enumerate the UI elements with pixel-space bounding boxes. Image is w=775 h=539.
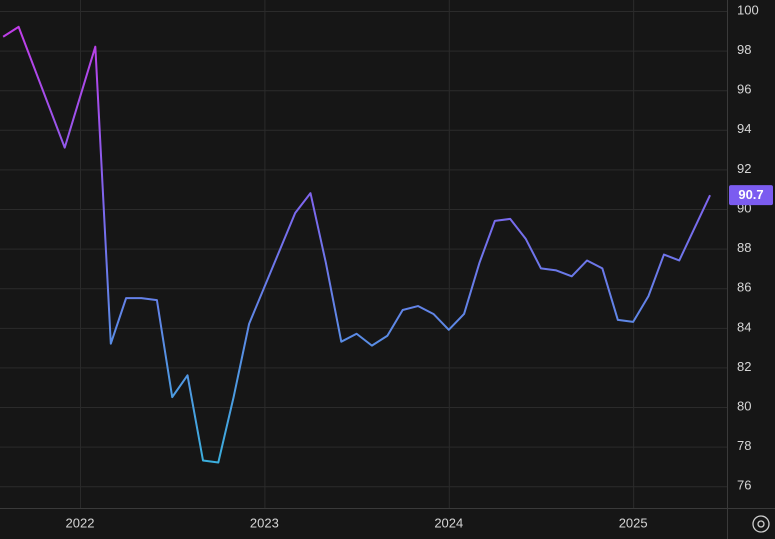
y-tick-label: 78	[737, 438, 751, 453]
y-tick-label: 98	[737, 42, 751, 57]
grid	[0, 0, 727, 508]
y-tick-label: 86	[737, 280, 751, 295]
settings-icon-core[interactable]	[757, 520, 765, 528]
y-tick-label: 96	[737, 82, 751, 97]
y-tick-label: 76	[737, 478, 751, 493]
y-tick-label: 88	[737, 240, 751, 255]
y-tick-label: 100	[737, 2, 759, 17]
x-tick-label: 2024	[434, 515, 463, 530]
plot	[2, 25, 711, 464]
x-tick-label: 2022	[66, 515, 95, 530]
last-value-label: 90.7	[738, 187, 763, 202]
y-tick-label: 92	[737, 161, 751, 176]
last-value-badge	[729, 185, 773, 206]
y-tick-label: 80	[737, 398, 751, 413]
settings-icon[interactable]	[752, 515, 770, 533]
line-series	[2, 25, 711, 464]
y-tick-label: 94	[737, 121, 751, 136]
x-tick-label: 2025	[619, 515, 648, 530]
x-tick-label: 2023	[250, 515, 279, 530]
settings-button[interactable]	[752, 515, 770, 533]
y-tick-label: 82	[737, 359, 751, 374]
y-tick-label: 84	[737, 319, 751, 334]
